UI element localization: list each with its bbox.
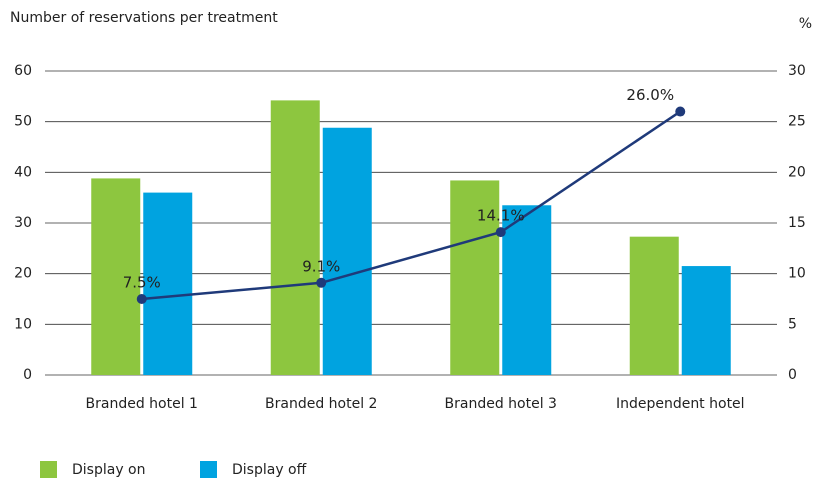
y-tick-label: 20 xyxy=(14,266,32,282)
bar xyxy=(270,100,320,376)
y-tick-label: 60 xyxy=(14,63,32,79)
data-label: 9.1% xyxy=(302,257,340,275)
line-point xyxy=(675,106,686,117)
line-point xyxy=(495,227,506,238)
legend-swatch xyxy=(200,461,217,478)
y2-tick-label: 15 xyxy=(788,215,806,231)
y-tick-label: 0 xyxy=(23,367,32,383)
legend-swatch xyxy=(40,461,57,478)
y2-tick-label: 10 xyxy=(788,266,806,282)
line-point xyxy=(316,277,327,288)
line xyxy=(141,110,681,301)
legend-label: Display on xyxy=(72,462,146,478)
chart-title: Number of reservations per treatment xyxy=(10,10,278,26)
bar xyxy=(91,178,141,375)
x-tick-label: Branded hotel 1 xyxy=(86,396,198,412)
y-tick-label: 50 xyxy=(14,114,32,130)
bar xyxy=(681,266,731,375)
y-tick-label: 30 xyxy=(14,215,32,231)
y2-tick-label: 30 xyxy=(788,63,806,79)
data-label: 7.5% xyxy=(123,274,161,292)
bar xyxy=(502,205,552,375)
data-label: 14.1% xyxy=(477,207,525,225)
y2-tick-label: 25 xyxy=(788,114,806,130)
line-point xyxy=(136,294,147,304)
x-tick-label: Branded hotel 3 xyxy=(445,396,557,412)
bar xyxy=(143,192,193,375)
y2-axis-label: % xyxy=(799,16,812,32)
x-tick-label: Branded hotel 2 xyxy=(265,396,377,412)
y2-tick-label: 0 xyxy=(788,367,797,383)
y2-tick-label: 20 xyxy=(788,164,806,180)
legend-label: Display off xyxy=(232,462,307,478)
bar xyxy=(322,127,372,375)
y-tick-label: 10 xyxy=(14,316,32,332)
y2-tick-label: 5 xyxy=(788,316,797,332)
data-label: 26.0% xyxy=(626,86,674,104)
bar xyxy=(629,236,679,375)
y-tick-label: 40 xyxy=(14,164,32,180)
x-tick-label: Independent hotel xyxy=(616,396,745,412)
bar xyxy=(450,180,500,375)
